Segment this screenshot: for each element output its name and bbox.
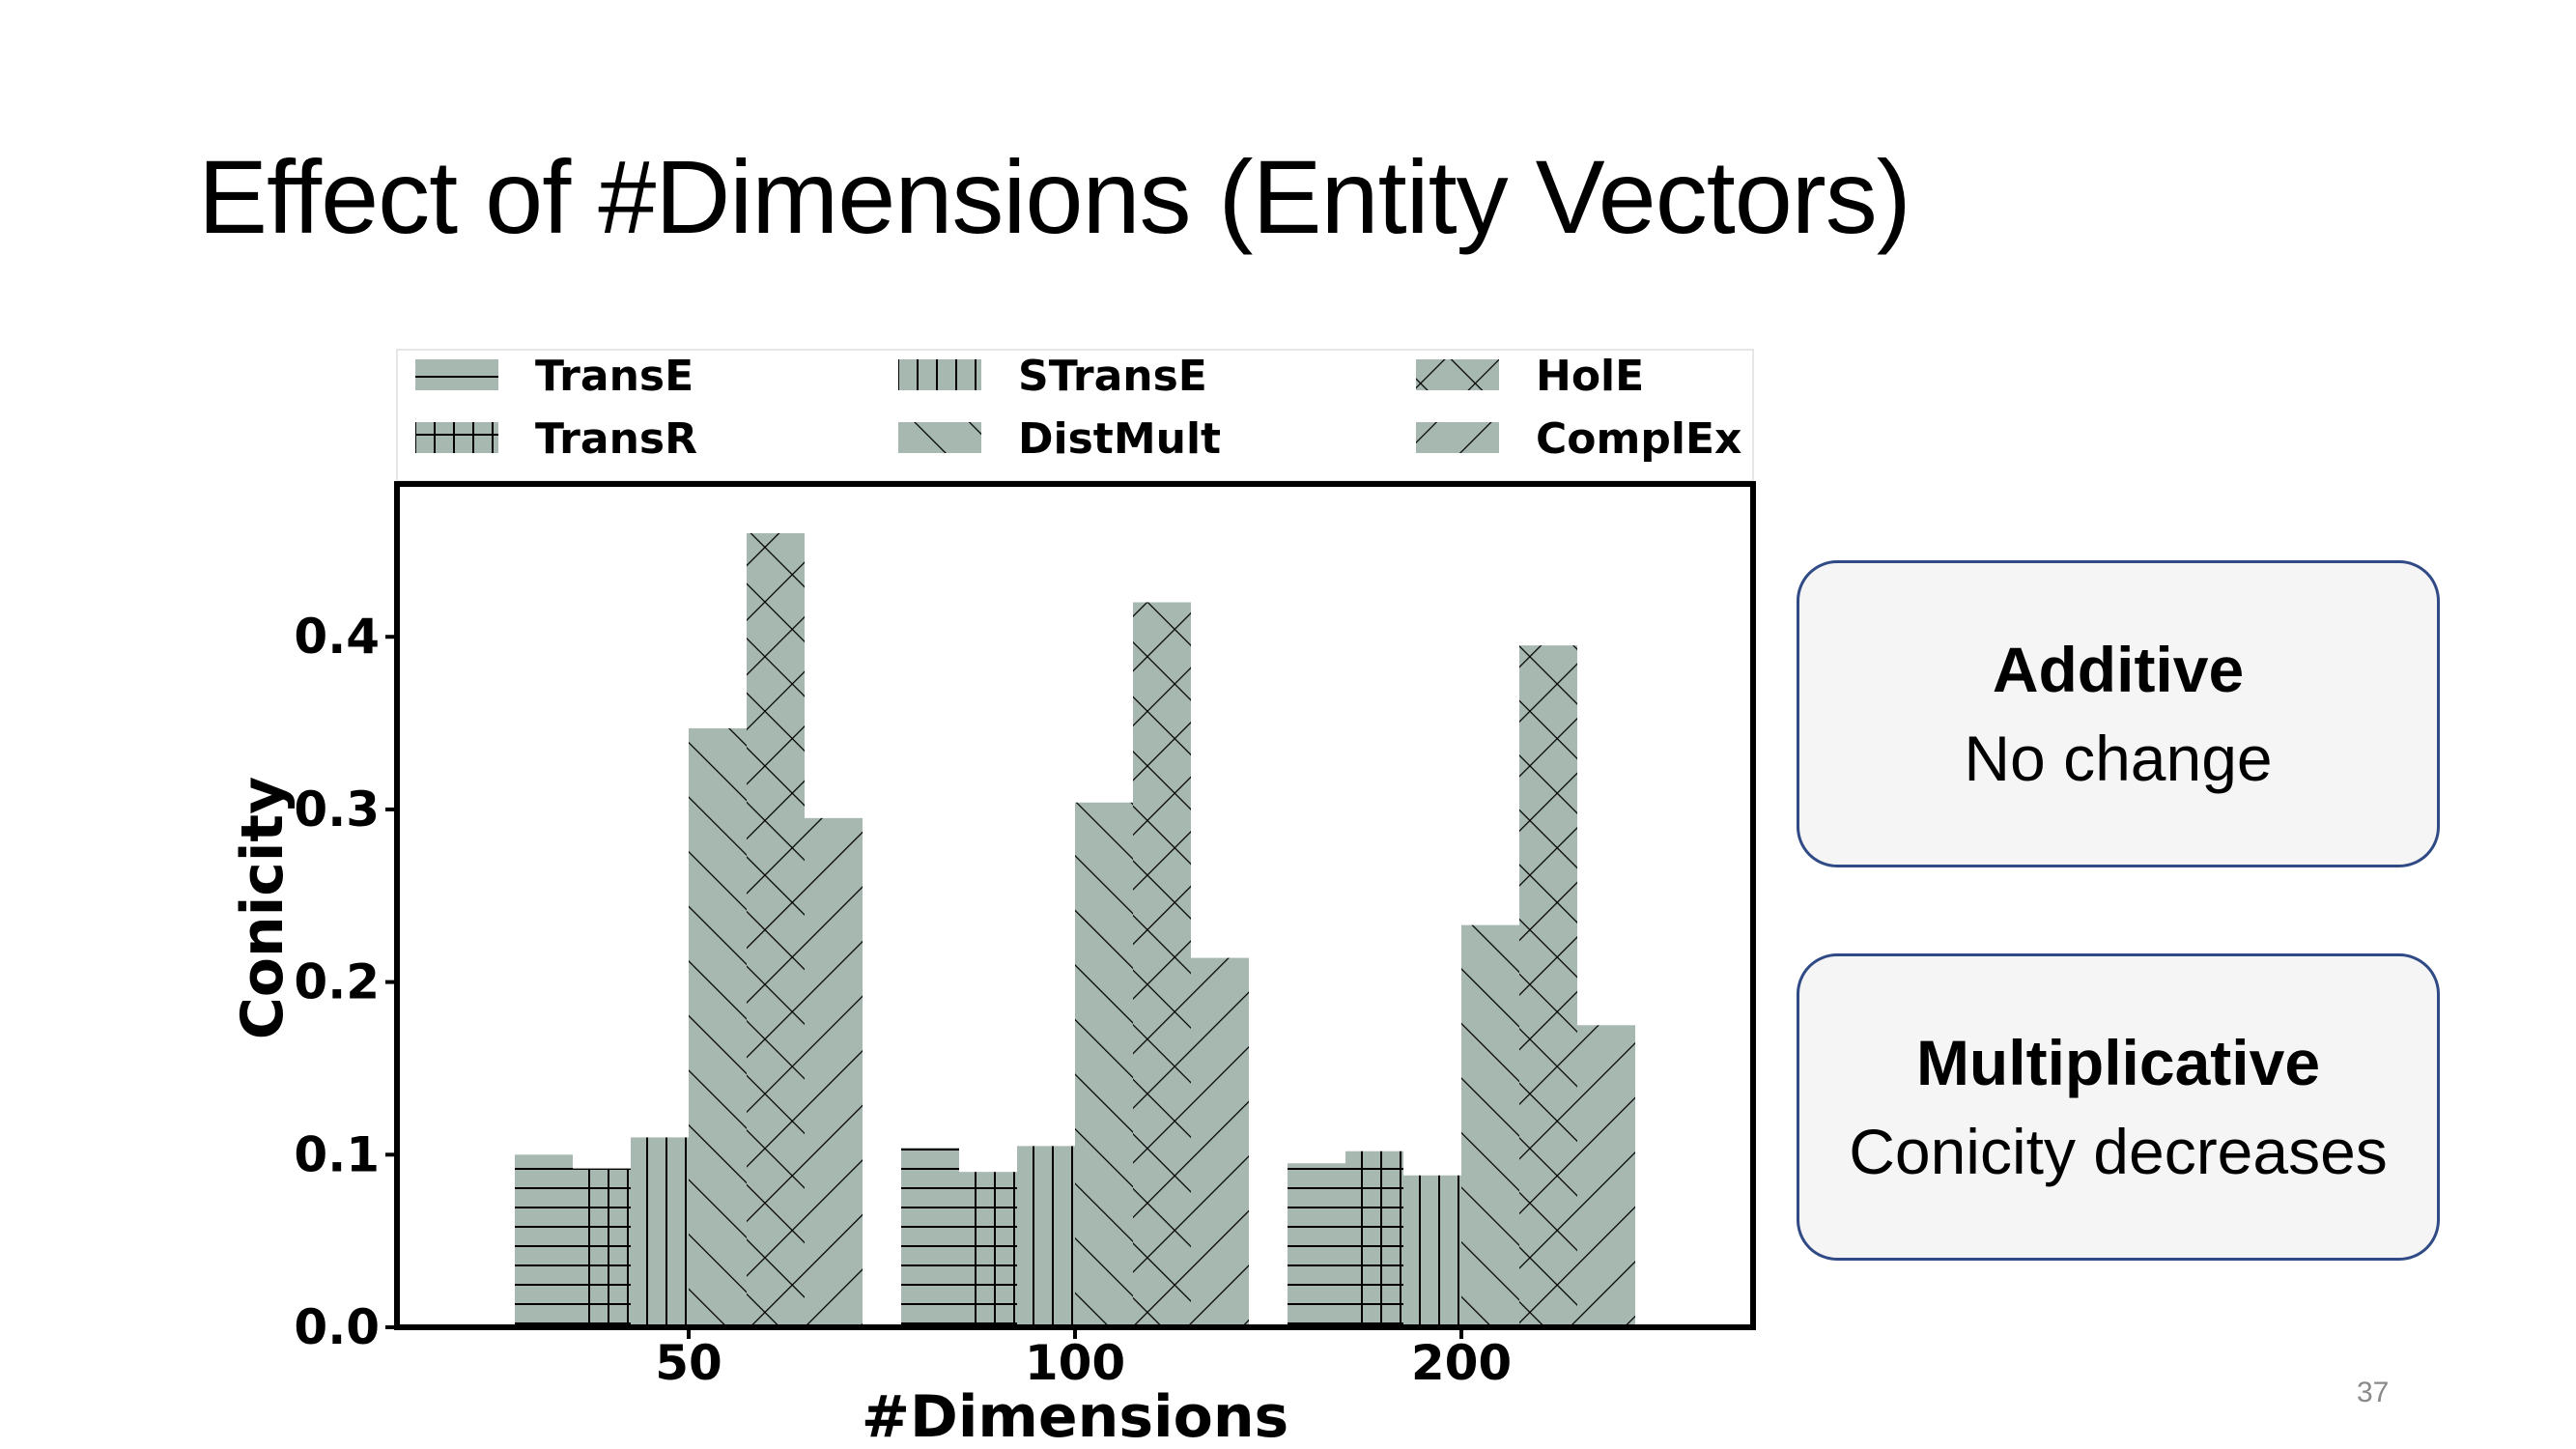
bar-transe-200 [1288, 1163, 1345, 1327]
legend-label-complex: ComplEx [1536, 414, 1741, 464]
bar-hole-100 [1133, 602, 1191, 1327]
multiplicative-callout: Multiplicative Conicity decreases [1797, 953, 2440, 1261]
additive-callout-title: Additive [1992, 633, 2245, 705]
bars-layer [515, 533, 1635, 1327]
legend-swatch-transr [415, 422, 498, 453]
legend-label-hole: HolE [1536, 352, 1644, 401]
legend-swatch-complex [1416, 422, 1499, 453]
bar-complex-200 [1577, 1025, 1635, 1327]
bar-hole-200 [1519, 645, 1577, 1327]
bar-complex-100 [1191, 957, 1249, 1327]
legend-swatch-hole [1416, 359, 1499, 390]
y-tick-label: 0.1 [294, 1126, 380, 1182]
legend-frame [396, 349, 1754, 482]
bar-transr-50 [573, 1168, 631, 1327]
legend-label-transe: TransE [535, 352, 694, 401]
slide-number: 37 [2357, 1377, 2390, 1408]
legend-label-transr: TransR [535, 414, 697, 464]
bar-transe-50 [515, 1154, 573, 1327]
multiplicative-callout-title: Multiplicative [1915, 1026, 2321, 1098]
bar-hole-50 [747, 533, 805, 1327]
bar-transr-100 [959, 1172, 1017, 1327]
y-axis: 0.0 0.1 0.2 0.3 0.4 [294, 609, 397, 1355]
legend-swatch-transe [415, 359, 498, 390]
additive-callout-text: No change [1964, 723, 2273, 794]
bar-stranse-200 [1403, 1175, 1461, 1327]
bar-distmult-200 [1461, 924, 1519, 1327]
bar-distmult-50 [689, 727, 747, 1327]
legend-label-distmult: DistMult [1018, 414, 1221, 464]
y-tick-label: 0.2 [294, 954, 380, 1010]
x-tick-label: 50 [655, 1335, 722, 1391]
bar-distmult-100 [1075, 802, 1133, 1327]
bar-complex-50 [805, 817, 863, 1327]
y-tick-label: 0.3 [294, 781, 380, 838]
legend-swatch-stranse [898, 359, 981, 390]
bar-stranse-50 [631, 1137, 689, 1327]
bar-stranse-100 [1017, 1146, 1075, 1327]
y-tick-label: 0.4 [294, 609, 380, 665]
slide-title: Effect of #Dimensions (Entity Vectors) [198, 138, 1911, 255]
x-tick-label: 200 [1411, 1335, 1512, 1391]
y-axis-label: Conicity [229, 777, 297, 1039]
multiplicative-callout-text: Conicity decreases [1849, 1116, 2388, 1187]
bar-transr-200 [1345, 1151, 1403, 1327]
x-axis: 50 100 200 [655, 1327, 1512, 1391]
legend-label-stranse: STransE [1018, 352, 1207, 401]
additive-callout: Additive No change [1797, 560, 2440, 867]
legend-swatch-distmult [898, 422, 981, 453]
chart-legend: TransE TransR STransE DistMult HolE ComplEx [396, 349, 1754, 482]
y-tick-label: 0.0 [294, 1299, 380, 1355]
bar-transe-100 [901, 1148, 959, 1327]
x-tick-label: 100 [1025, 1335, 1125, 1391]
x-axis-label: #Dimensions [862, 1383, 1289, 1449]
